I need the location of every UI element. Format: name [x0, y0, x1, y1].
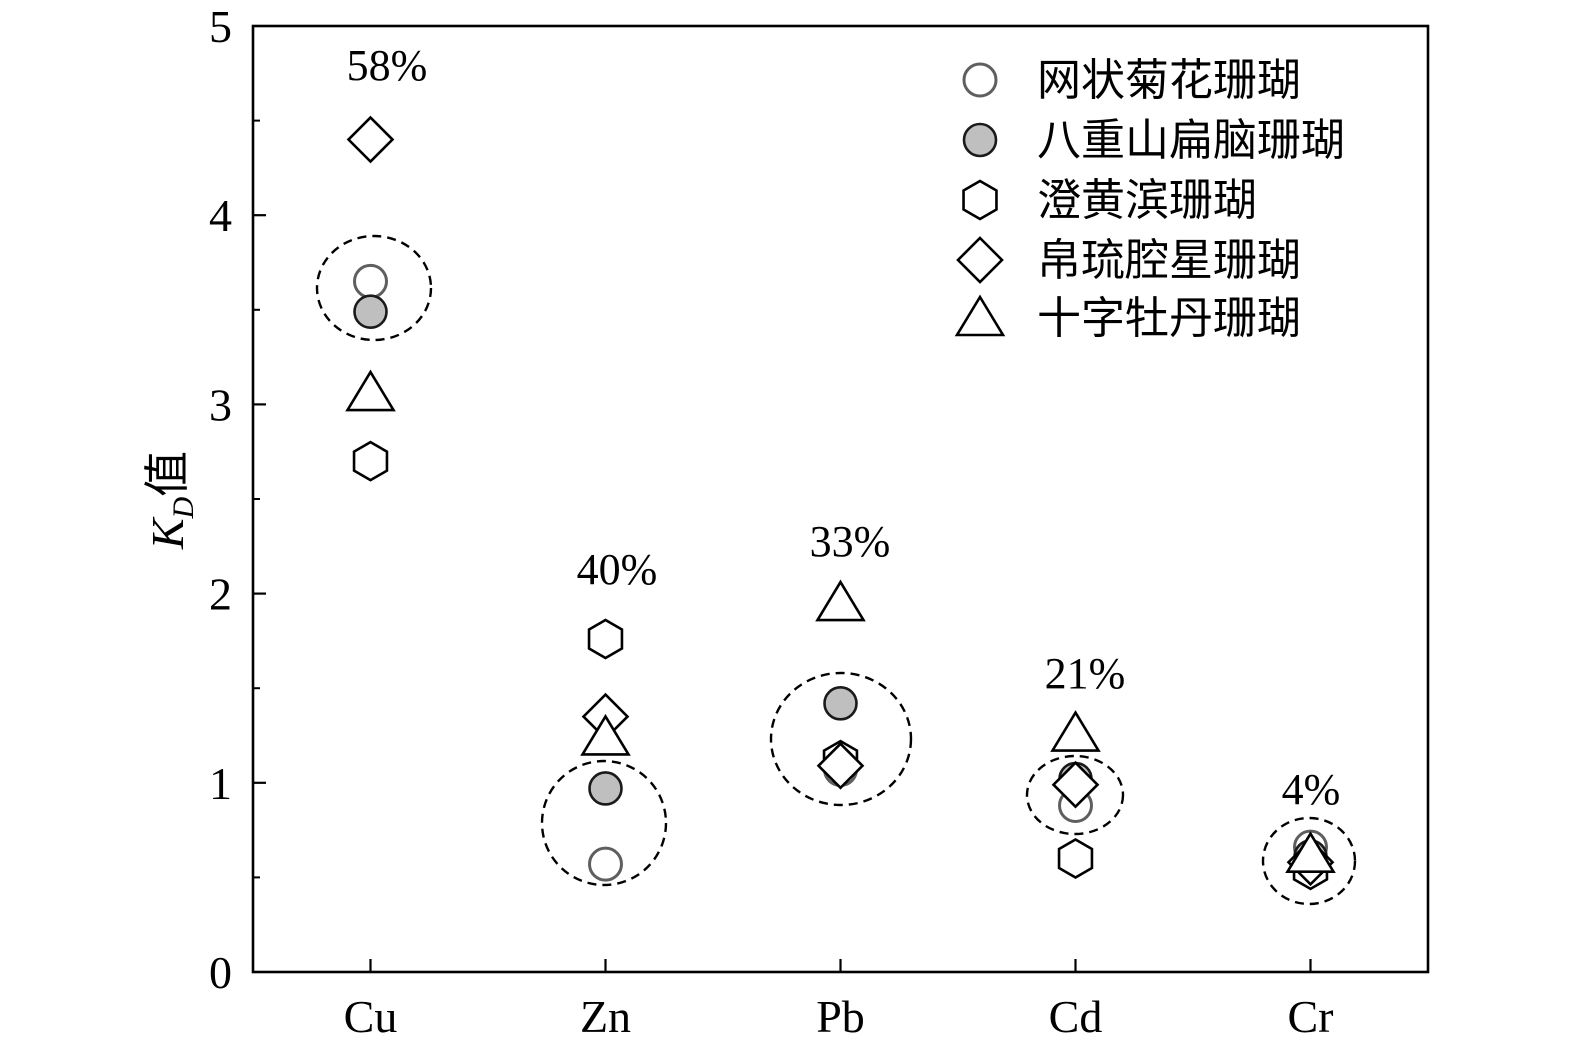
- x-axis: Cu Zn Pb Cd Cr: [344, 959, 1334, 1042]
- legend-label: 十字牡丹珊瑚: [1037, 294, 1301, 343]
- percent-label-cu: 58%: [347, 41, 428, 90]
- y-tick-label: 1: [209, 758, 232, 809]
- y-tick-label: 2: [209, 569, 232, 620]
- legend-entry: 网状菊花珊瑚: [962, 56, 1301, 105]
- data-point-hexagon-cu: [352, 440, 389, 482]
- legend-marker-circle-filled: [962, 122, 998, 158]
- cluster-outlines: [315, 234, 1357, 906]
- legend-marker-triangle: [954, 294, 1006, 337]
- legend-label: 网状菊花珊瑚: [1037, 56, 1301, 105]
- data-point-diamond-cd: [1051, 760, 1100, 809]
- data-point-diamond-cu: [346, 115, 395, 164]
- legend-entry: 帛琉腔星珊瑚: [956, 236, 1301, 285]
- cluster-outline-cu: [315, 234, 433, 342]
- y-tick-label: 5: [209, 1, 232, 52]
- x-tick-label-cr: Cr: [1288, 991, 1334, 1042]
- series-4: [346, 115, 1335, 887]
- y-axis-label-subscript: D: [167, 496, 200, 519]
- series-5: [345, 369, 1336, 873]
- legend-label: 八重山扁脑珊瑚: [1037, 116, 1345, 165]
- legend-label: 澄黄滨珊瑚: [1037, 176, 1257, 225]
- data-point-triangle-cu: [345, 369, 396, 412]
- percent-label-cr: 4%: [1282, 765, 1341, 814]
- legend-label: 帛琉腔星珊瑚: [1037, 236, 1301, 285]
- data-point-circle-filled-cu: [353, 294, 388, 329]
- cluster-outline-pb: [769, 671, 913, 807]
- data-point-triangle-pb: [815, 579, 866, 622]
- data-point-circle-open-zn: [588, 846, 623, 882]
- data-point-circle-filled-pb: [823, 686, 858, 721]
- y-axis-label-symbol: K: [142, 516, 193, 550]
- legend-entry: 八重山扁脑珊瑚: [962, 116, 1345, 165]
- y-tick-label: 3: [209, 379, 232, 430]
- plot-frame: [251, 24, 1430, 974]
- data-point-hexagon-zn: [587, 618, 624, 660]
- x-tick-label-cu: Cu: [344, 991, 398, 1042]
- data-point-circle-filled-zn: [588, 771, 623, 806]
- legend-entry: 十字牡丹珊瑚: [954, 294, 1301, 343]
- y-axis: 0 1 2 3 4 5: [209, 1, 266, 998]
- y-tick-label: 4: [209, 190, 232, 241]
- data-point-triangle-cd: [1050, 710, 1101, 752]
- cluster-outline-cr: [1261, 816, 1357, 906]
- data-point-circle-open-cu: [353, 263, 388, 299]
- legend-marker-circle-open: [962, 62, 998, 98]
- x-tick-label-cd: Cd: [1049, 991, 1103, 1042]
- legend-marker-hexagon: [962, 179, 998, 221]
- legend-marker-diamond: [956, 236, 1004, 284]
- y-axis-label-suffix: 值: [142, 451, 193, 497]
- series-3: [352, 440, 1329, 891]
- x-tick-label-pb: Pb: [816, 991, 865, 1042]
- legend-entry: 澄黄滨珊瑚: [962, 176, 1257, 225]
- y-tick-label: 0: [209, 947, 232, 998]
- x-tick-label-zn: Zn: [580, 991, 631, 1042]
- percent-label-pb: 33%: [810, 517, 891, 566]
- data-point-hexagon-cd: [1057, 837, 1094, 879]
- percent-label-zn: 40%: [577, 545, 658, 594]
- cluster-outline-zn: [540, 759, 668, 887]
- y-axis-label: KD值: [142, 451, 200, 550]
- percent-label-cd: 21%: [1045, 649, 1126, 698]
- data-point-triangle-cr: [1285, 831, 1336, 873]
- data-point-diamond-pb: [816, 741, 865, 790]
- data-point-triangle-zn: [580, 713, 631, 756]
- cluster-outline-cd: [1025, 754, 1125, 836]
